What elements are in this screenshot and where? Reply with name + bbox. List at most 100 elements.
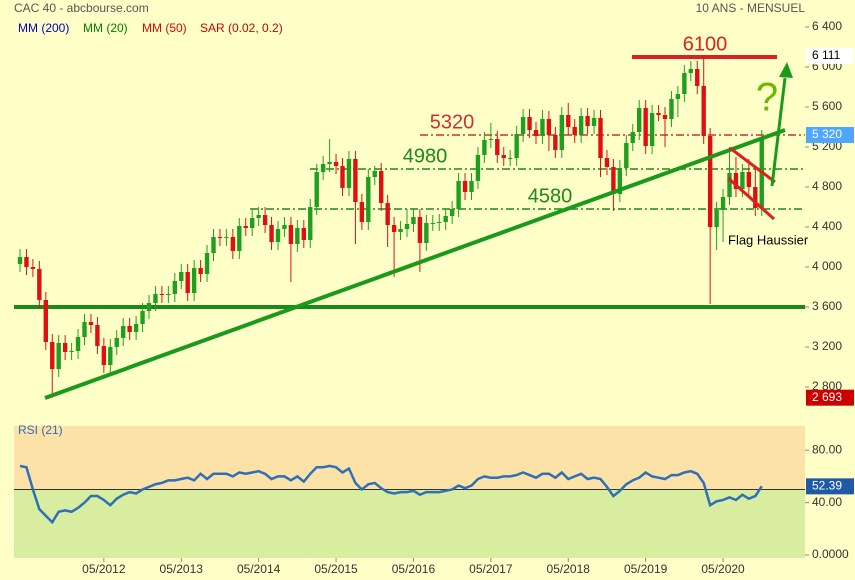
candle-body [656,113,661,115]
candle-body [398,229,403,232]
candle-body [746,172,752,187]
candle-body [649,113,655,146]
candle-body [617,168,623,194]
legend-entry: MM (20) [83,21,128,35]
candle-body [469,181,474,192]
candle-body [75,337,81,351]
candle-body [604,158,610,167]
candle-body [682,73,687,94]
level-label: 4580 [528,185,573,207]
candle-body [714,210,719,227]
candle-body [108,347,113,365]
candle-body [675,94,681,99]
candle-body [443,216,448,222]
candle-body [540,119,545,136]
candle-body [282,225,287,229]
candle-body [559,115,564,150]
candle-body [508,158,513,159]
candle-body [140,311,145,324]
candle-body [62,343,68,352]
flag-line [727,176,775,221]
candle-body [727,173,732,197]
level-label: 6100 [683,33,728,55]
rsi-line [19,464,763,525]
candle-body [50,342,55,369]
candle-body [669,99,674,119]
candle-body [495,139,500,155]
candle-body [333,162,339,166]
y-tick-label: 4 800 [812,179,842,193]
candle-body [720,197,726,210]
candle-body [372,171,377,177]
price-marker [806,389,854,406]
y-tick-label: 3 200 [812,339,842,353]
marks: MM (200) MM (20) MM (50) SAR (0.02, 0.2) 6 4… [14,19,854,576]
candle-body [17,257,23,264]
candle-body [456,181,461,209]
candle-body [611,167,616,194]
candle-body [514,134,519,158]
candle-body [153,294,158,303]
x-tick-label: 05/2017 [469,562,513,576]
price-marker-label: 2 693 [812,390,842,404]
legend-entry: MM (50) [142,21,187,35]
candle-body [546,119,552,135]
candle-body [211,237,216,253]
y-tick-label: 2 800 [812,379,842,393]
candle-body [353,159,358,202]
candle-body [198,268,203,274]
candle-body [707,136,713,227]
candle-body [566,115,571,127]
price-marker [806,127,854,143]
candle-body [449,209,455,216]
candle-body [88,322,94,325]
candle-body [121,326,126,338]
question-mark: ? [756,76,778,120]
y-tick-label: 4 400 [812,219,842,233]
candle-body [430,223,435,224]
candle-body [288,225,294,244]
candle-body [308,207,313,240]
candle-body [695,69,700,86]
rsi-value-label: 52.39 [812,479,842,493]
candle-body [598,118,603,158]
candle-body [340,166,345,188]
candle-body [501,155,506,158]
x-tick-label: 05/2014 [237,562,281,576]
trend-line [44,128,786,400]
candle-body [95,325,100,346]
rsi-title: RSI (21) [18,423,63,437]
candle-body [262,215,268,225]
candle-body [520,117,526,134]
candle-body [114,338,119,347]
candle-body [243,226,248,228]
candle-body [437,222,442,223]
x-tick-label: 05/2020 [701,562,745,576]
candle-body [159,294,165,295]
candle-body [146,303,152,311]
candle-body [346,159,352,188]
candle-body [424,223,429,243]
candle-body [24,257,29,267]
candle-body [591,118,597,126]
candle-body [359,202,365,222]
annotation: Flag Haussier [728,232,809,247]
candle-body [385,203,390,225]
candle-body [688,69,693,73]
candle-body [275,229,281,242]
arrow [770,77,787,187]
candle-body [585,116,590,126]
candle-body [301,228,306,240]
candle-body [740,172,745,189]
level-label: 5320 [430,111,475,133]
price-marker-label: 6 111 [812,48,841,62]
candle-body [82,322,87,337]
x-tick-label: 05/2016 [392,562,436,576]
candle-body [256,215,261,218]
price-marker-label: 5 320 [812,127,842,141]
candle-body [30,267,36,269]
candle-body [662,115,668,119]
flag-line [729,146,776,184]
candle-body [404,224,410,229]
